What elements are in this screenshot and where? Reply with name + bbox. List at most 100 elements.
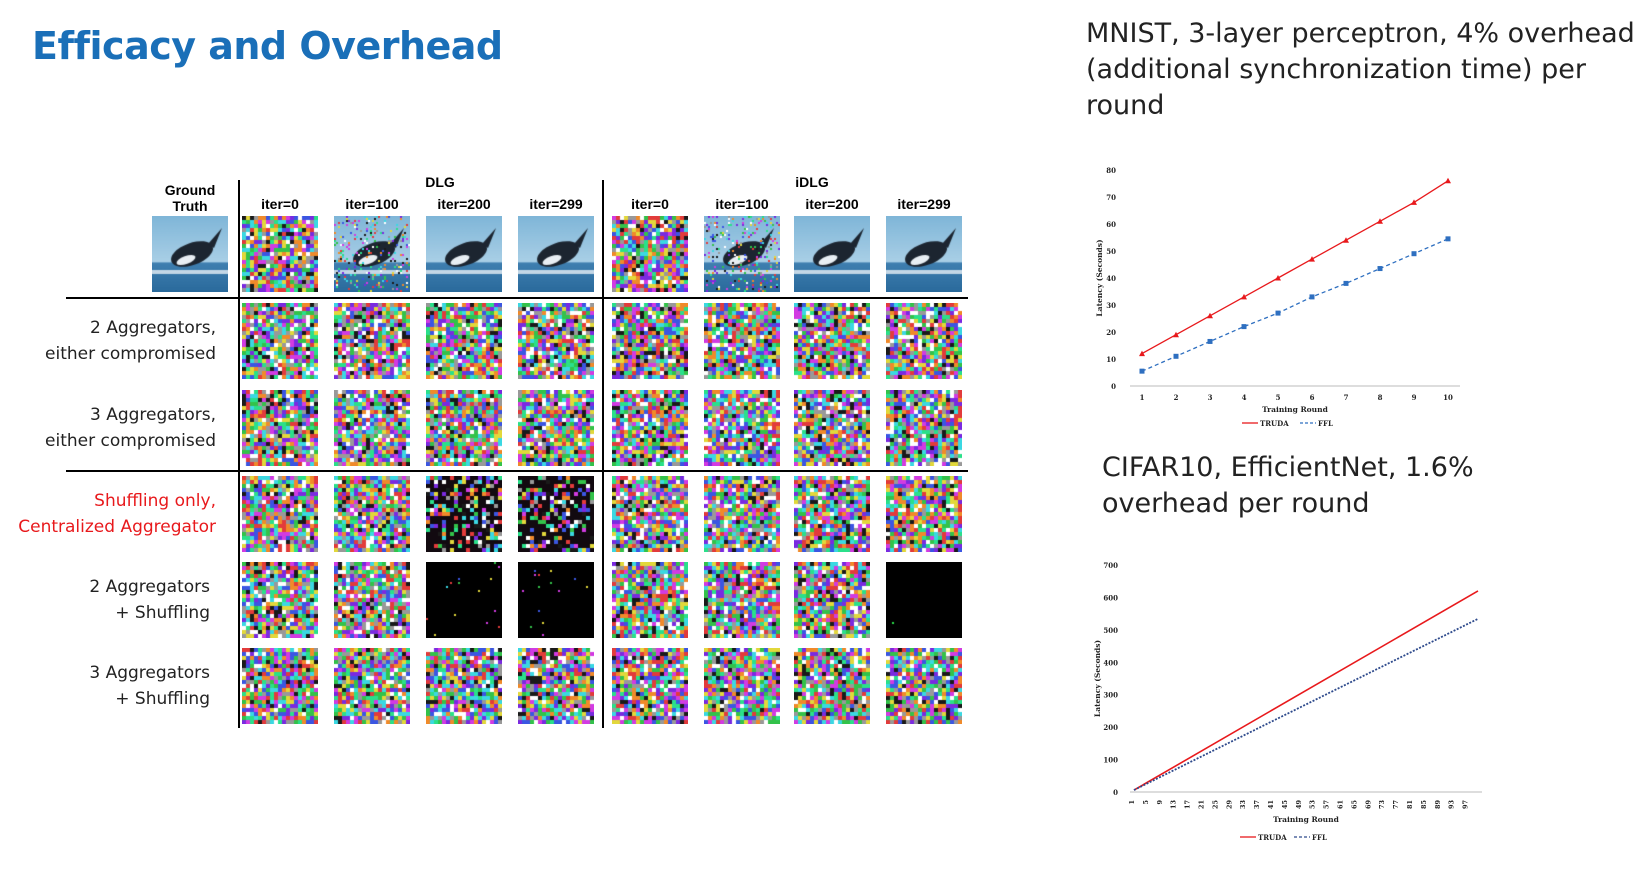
x-tick-label: 5 xyxy=(1142,800,1150,805)
reconstruction-tile xyxy=(334,303,410,379)
y-tick-label: 0 xyxy=(1113,788,1118,797)
reconstruction-tile xyxy=(426,216,502,292)
vertical-divider-2 xyxy=(602,180,604,728)
data-point xyxy=(1207,312,1213,319)
ground-truth-header: Ground Truth xyxy=(164,182,216,214)
row-label: 3 Aggregators, either compromised xyxy=(45,405,216,451)
reconstruction-tile xyxy=(794,562,870,638)
reconstruction-tile xyxy=(612,562,688,638)
x-tick-label: 1 xyxy=(1128,800,1136,805)
x-tick-label: 61 xyxy=(1336,800,1344,809)
iter-header: iter=299 xyxy=(897,196,951,212)
iter-header: iter=200 xyxy=(437,196,491,212)
x-tick-label: 29 xyxy=(1225,800,1233,810)
y-tick-label: 0 xyxy=(1111,382,1116,391)
reconstruction-tile xyxy=(242,216,318,292)
data-point xyxy=(1241,324,1247,330)
x-tick-label: 9 xyxy=(1412,393,1417,402)
reconstruction-tile xyxy=(612,303,688,379)
reconstruction-tile xyxy=(886,390,962,466)
row-label: 2 Aggregators + Shuffling xyxy=(89,577,210,623)
x-tick-label: 81 xyxy=(1406,800,1414,809)
data-point xyxy=(1173,353,1179,359)
y-tick-label: 600 xyxy=(1103,593,1118,602)
reconstruction-tile xyxy=(886,648,962,724)
x-tick-label: 85 xyxy=(1420,800,1428,810)
y-tick-label: 70 xyxy=(1106,193,1116,202)
x-tick-label: 69 xyxy=(1364,800,1372,810)
x-tick-label: 45 xyxy=(1281,800,1289,810)
series-line-ffl xyxy=(1133,618,1479,791)
reconstruction-tile xyxy=(704,648,780,724)
x-tick-label: 73 xyxy=(1378,800,1386,810)
reconstruction-tile xyxy=(794,216,870,292)
data-point xyxy=(1411,199,1417,205)
data-point xyxy=(1207,338,1213,344)
x-tick-label: 2 xyxy=(1174,393,1179,402)
mnist-caption: MNIST, 3-layer perceptron, 4% overhead (… xyxy=(1086,18,1635,121)
data-point xyxy=(1275,275,1281,281)
y-tick-label: 100 xyxy=(1103,756,1118,765)
reconstruction-grid: Ground Truth DLG iDLG iter=0 iter=100 iter… xyxy=(0,170,980,740)
reconstruction-tile xyxy=(794,648,870,724)
iter-header: iter=100 xyxy=(715,196,769,212)
x-tick-label: 3 xyxy=(1208,393,1213,402)
x-tick-label: 53 xyxy=(1309,800,1317,810)
data-point xyxy=(1343,237,1349,243)
cifar-caption: CIFAR10, EfficientNet, 1.6% overhead per… xyxy=(1102,452,1474,519)
reconstruction-tile xyxy=(704,303,780,379)
y-tick-label: 20 xyxy=(1106,328,1116,337)
data-point xyxy=(1173,331,1179,338)
y-tick-label: 40 xyxy=(1106,274,1116,283)
iter-header: iter=299 xyxy=(529,196,583,212)
y-axis-label: Latency (Seconds) xyxy=(1095,239,1104,316)
reconstruction-tile xyxy=(612,476,688,552)
x-tick-label: 97 xyxy=(1462,800,1470,809)
reconstruction-tile xyxy=(886,303,962,379)
reconstruction-tile xyxy=(704,216,780,292)
data-point xyxy=(1445,177,1451,184)
legend-label: FFL xyxy=(1312,833,1327,842)
row-label: 3 Aggregators + Shuffling xyxy=(89,663,210,709)
reconstruction-tile xyxy=(242,648,318,724)
x-tick-label: 89 xyxy=(1434,800,1442,810)
y-axis-label: Latency (Seconds) xyxy=(1093,640,1102,717)
reconstruction-tile xyxy=(426,303,502,379)
data-point xyxy=(1309,294,1315,300)
y-tick-label: 700 xyxy=(1103,561,1118,570)
x-tick-label: 9 xyxy=(1156,800,1164,805)
series-line-truda xyxy=(1141,180,1449,355)
reconstruction-tile xyxy=(518,562,594,638)
reconstruction-tile xyxy=(886,476,962,552)
horizontal-divider-2 xyxy=(66,470,968,472)
reconstruction-tile xyxy=(242,476,318,552)
reconstruction-tile xyxy=(886,562,962,638)
y-tick-label: 50 xyxy=(1106,247,1116,256)
iter-header: iter=100 xyxy=(345,196,399,212)
reconstruction-tile xyxy=(426,476,502,552)
cifar-latency-chart: 0 100 200 300 400 500 600 700 1 5 9 13 17 21 25 29 33 37 4… xyxy=(1093,561,1482,842)
data-point xyxy=(1343,280,1349,286)
reconstruction-tile xyxy=(518,303,594,379)
x-tick-label: 57 xyxy=(1323,800,1331,809)
x-tick-label: 17 xyxy=(1184,800,1192,809)
y-tick-label: 30 xyxy=(1106,301,1116,310)
x-tick-label: 41 xyxy=(1267,800,1275,809)
data-point xyxy=(1241,293,1247,300)
y-tick-label: 60 xyxy=(1106,220,1116,229)
legend-label: TRUDA xyxy=(1260,419,1289,428)
y-tick-label: 400 xyxy=(1103,658,1118,667)
series-line-truda xyxy=(1133,590,1479,791)
x-tick-label: 25 xyxy=(1211,800,1219,810)
data-point xyxy=(1275,310,1281,316)
reconstruction-tile xyxy=(612,648,688,724)
x-tick-label: 49 xyxy=(1295,800,1303,810)
iter-header: iter=0 xyxy=(261,196,299,212)
reconstruction-tile xyxy=(334,648,410,724)
reconstruction-tile xyxy=(334,390,410,466)
dlg-group-header: DLG xyxy=(425,174,455,190)
reconstruction-tile xyxy=(794,303,870,379)
x-tick-label: 33 xyxy=(1239,800,1247,810)
reconstruction-tile xyxy=(518,648,594,724)
reconstruction-tile xyxy=(426,390,502,466)
